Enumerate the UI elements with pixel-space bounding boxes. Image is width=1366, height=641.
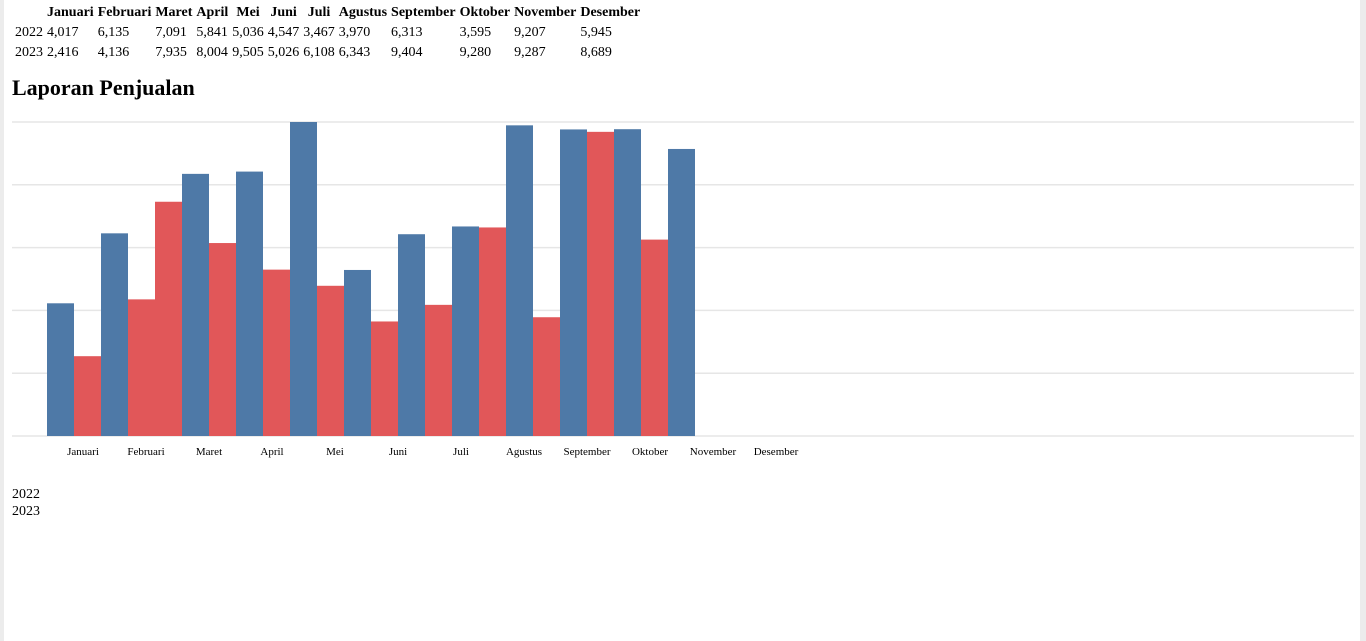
table-cell: 9,280	[459, 45, 492, 60]
table-row: 2022 4,017 6,135 7,091 5,841 5,036 4,547…	[14, 24, 641, 42]
table-cell: 3,970	[338, 25, 371, 40]
table-cell: 5,036	[232, 25, 264, 40]
table-cell: 3,467	[303, 25, 335, 40]
legend-item: 2023	[12, 504, 40, 519]
x-tick-label: Mei	[326, 446, 344, 458]
bar	[47, 303, 74, 436]
bar	[668, 148, 695, 436]
bar	[155, 201, 182, 436]
bar	[74, 356, 101, 436]
bar	[452, 226, 479, 436]
table-cell: 3,595	[459, 25, 492, 40]
table-cell: 8,004	[196, 45, 228, 60]
bar	[236, 171, 263, 436]
table-header-cell: November	[514, 5, 577, 20]
table-header-cell: September	[391, 5, 456, 20]
legend-item: 2022	[12, 487, 40, 502]
bar	[209, 243, 236, 436]
bar	[128, 299, 155, 436]
table-cell: 4,017	[47, 25, 79, 40]
table-header-cell: Oktober	[459, 5, 511, 20]
table-cell: 5,841	[196, 25, 228, 40]
bar	[317, 285, 344, 436]
bar	[614, 129, 641, 436]
table-header-corner	[14, 4, 44, 22]
bar	[290, 122, 317, 436]
table-cell: 9,404	[391, 45, 423, 60]
bar	[425, 304, 452, 436]
table-header-cell: Maret	[155, 5, 193, 20]
table-cell: 2,416	[47, 45, 79, 60]
table-cell: 9,287	[514, 45, 546, 60]
table-row-year: 2023	[15, 45, 43, 60]
bar	[344, 269, 371, 436]
table-cell: 4,136	[97, 45, 130, 60]
page: Januari Februari Maret April Mei Juni Ju…	[4, 0, 1360, 641]
table-header-cell: Juni	[270, 5, 297, 20]
x-tick-label: Agustus	[506, 446, 542, 458]
x-tick-label: November	[690, 446, 737, 458]
bar	[371, 321, 398, 436]
x-tick-label: September	[563, 446, 610, 458]
table-cell: 6,343	[338, 45, 371, 60]
x-tick-label: April	[260, 446, 283, 458]
chart-title: Laporan Penjualan	[12, 75, 195, 100]
table-header-cell: Mei	[236, 5, 260, 20]
bar	[506, 125, 533, 437]
table-cell: 6,108	[303, 45, 335, 60]
table-header-row: Januari Februari Maret April Mei Juni Ju…	[14, 4, 641, 22]
x-tick-label: Desember	[754, 446, 799, 458]
x-axis-labels: Januari Februari Maret April Mei Juni Juli Agus…	[67, 446, 799, 458]
legend: 2022 2023	[12, 486, 40, 520]
table-cell: 8,689	[580, 45, 612, 60]
table-cell: 6,313	[391, 25, 423, 40]
bar	[398, 234, 425, 436]
table-row: 2023 2,416 4,136 7,935 8,004 9,505 5,026…	[14, 44, 641, 62]
table-header-cell: Februari	[97, 5, 152, 20]
x-tick-label: Januari	[67, 446, 99, 458]
x-tick-label: Juli	[453, 446, 469, 458]
table-cell: 5,945	[580, 25, 612, 40]
table-cell: 7,091	[155, 25, 187, 40]
bar	[182, 173, 209, 436]
bar	[263, 269, 290, 436]
table-row-year: 2022	[15, 25, 43, 40]
bar	[641, 239, 668, 436]
x-tick-label: Februari	[127, 446, 164, 458]
bar-chart: Januari Februari Maret April Mei Juni Juli Agus…	[12, 121, 1354, 458]
bar	[560, 129, 587, 436]
table-header-cell: Januari	[47, 5, 94, 20]
table-cell: 9,505	[232, 45, 264, 60]
x-tick-label: Maret	[196, 446, 222, 458]
bar	[587, 131, 614, 437]
table-header-cell: Desember	[580, 5, 641, 20]
bar	[101, 233, 128, 436]
sales-table: Januari Februari Maret April Mei Juni Ju…	[12, 2, 643, 64]
table-cell: 9,207	[514, 25, 546, 40]
table-header-cell: Juli	[307, 5, 331, 20]
bar	[533, 317, 560, 436]
bar	[479, 227, 506, 436]
table-header-cell: Agustus	[338, 5, 388, 20]
table-header-cell: April	[196, 5, 229, 20]
chart-bars	[47, 122, 695, 437]
x-tick-label: Oktober	[632, 446, 668, 458]
table-cell: 6,135	[97, 25, 130, 40]
x-tick-label: Juni	[389, 446, 407, 458]
table-cell: 4,547	[267, 25, 300, 40]
table-cell: 7,935	[155, 45, 187, 60]
table-cell: 5,026	[267, 45, 300, 60]
